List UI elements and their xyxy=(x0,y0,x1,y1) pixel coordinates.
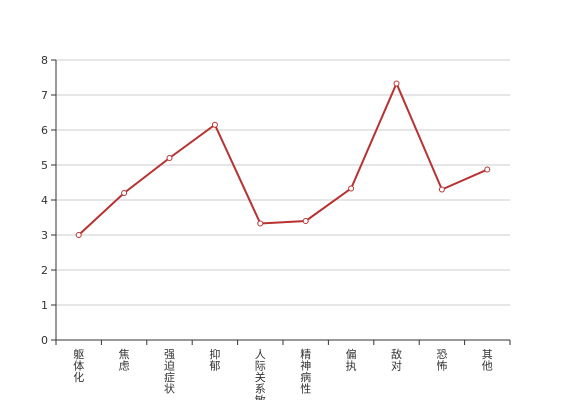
data-point[interactable] xyxy=(257,220,264,227)
series-line xyxy=(78,82,488,236)
data-point[interactable] xyxy=(393,80,400,87)
data-point[interactable] xyxy=(166,155,173,161)
x-axis-ticks: 躯体化 焦虑 强迫症状 抑郁 人际关系敏感 精神病性 偏执 敌对 恐怖 其他 xyxy=(55,340,511,400)
x-tick-label: 敌对 xyxy=(391,347,402,373)
y-tick-label: 0 xyxy=(41,334,48,347)
x-tick-label: 恐怖 xyxy=(436,348,447,373)
data-point[interactable] xyxy=(211,121,218,128)
series-layer xyxy=(75,80,491,238)
x-tick-label: 焦虑 xyxy=(119,348,130,373)
x-tick-label: 其他 xyxy=(482,348,493,373)
y-tick-label: 5 xyxy=(41,159,48,172)
data-point[interactable] xyxy=(484,166,491,173)
grid-lines xyxy=(56,59,510,306)
x-tick-label: 躯体化 xyxy=(73,348,84,384)
data-point[interactable] xyxy=(348,185,355,192)
y-tick-label: 1 xyxy=(41,299,48,312)
x-tick-label: 偏执 xyxy=(346,347,357,373)
y-tick-label: 2 xyxy=(41,264,48,277)
data-point[interactable] xyxy=(121,190,128,196)
data-point[interactable] xyxy=(302,218,309,224)
x-tick-label: 强迫症状 xyxy=(164,348,175,396)
y-tick-label: 7 xyxy=(41,89,48,102)
data-point[interactable] xyxy=(75,232,82,238)
y-tick-label: 6 xyxy=(41,124,48,137)
data-point[interactable] xyxy=(438,186,445,193)
y-tick-label: 3 xyxy=(41,229,48,242)
y-axis-ticks: 0 1 2 3 4 5 6 7 8 xyxy=(41,54,56,347)
x-tick-label: 抑郁 xyxy=(209,347,220,373)
x-tick-label: 精神病性 xyxy=(300,348,311,396)
y-tick-label: 4 xyxy=(41,194,48,207)
y-tick-label: 8 xyxy=(41,54,48,67)
x-tick-label: 人际关系敏感 xyxy=(255,348,266,400)
